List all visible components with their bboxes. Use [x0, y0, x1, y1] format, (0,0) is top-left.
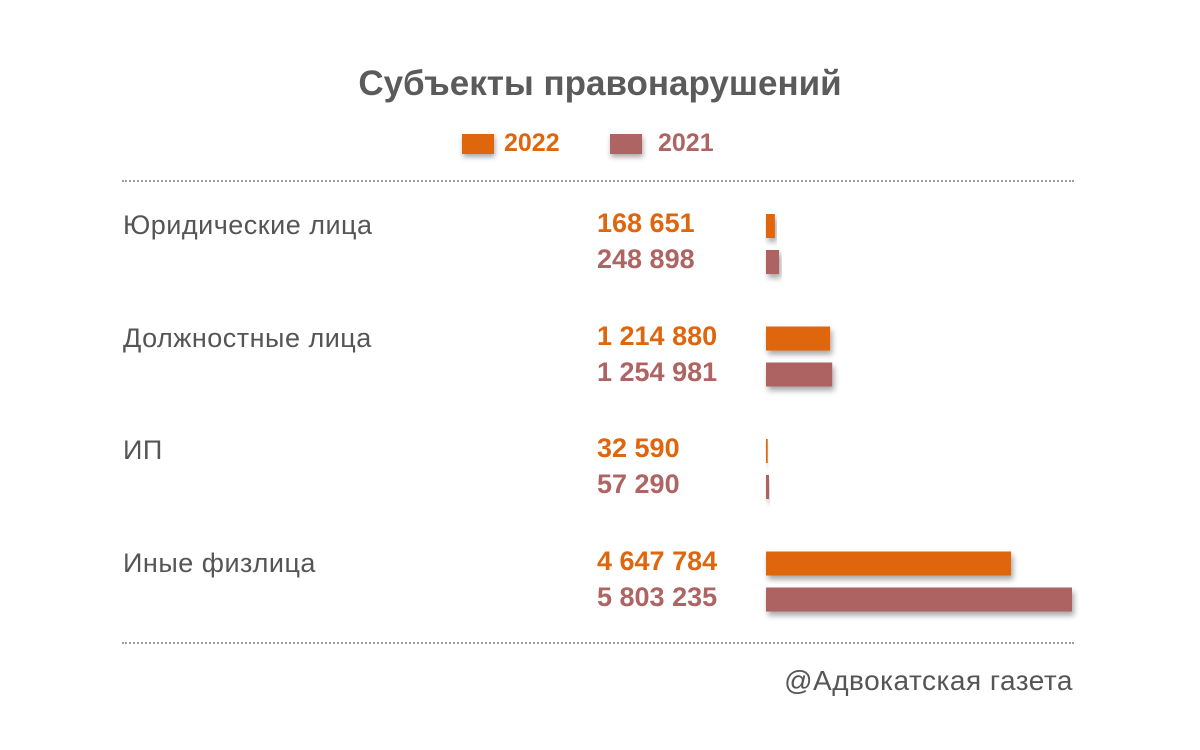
bar-2022	[766, 439, 768, 463]
bar-2022	[766, 551, 1012, 576]
bottom-divider	[122, 642, 1074, 644]
legend: 2022 2021	[0, 126, 1200, 162]
category-label: Должностные лица	[123, 322, 372, 353]
bar-2021	[766, 587, 1072, 612]
data-label-2022: 168 651	[597, 208, 695, 238]
data-label-2022: 1 214 880	[597, 320, 718, 351]
legend-swatch-2022	[462, 134, 494, 154]
data-label-2021: 248 898	[597, 244, 695, 274]
data-label-2021: 1 254 981	[597, 356, 718, 387]
bar-2021	[766, 250, 780, 274]
bar-2021	[766, 475, 769, 499]
data-label-2022: 4 647 784	[597, 545, 718, 576]
legend-label-2022: 2022	[504, 129, 560, 157]
legend-swatch-2021	[610, 134, 642, 154]
category-label: Юридические лица	[123, 210, 373, 240]
bar-2022	[766, 214, 775, 238]
data-label-2021: 57 290	[597, 469, 680, 499]
top-divider	[122, 180, 1074, 182]
data-label-2021: 5 803 235	[597, 581, 718, 612]
category-label: Иные физлица	[123, 547, 316, 578]
data-label-2022: 32 590	[597, 433, 680, 463]
bar-2022	[766, 326, 831, 351]
chart-title: Субъекты правонарушений	[358, 64, 842, 103]
category-label: ИП	[123, 435, 163, 465]
source-credit: @Адвокатская газета	[784, 665, 1073, 696]
legend-label-2021: 2021	[658, 129, 714, 157]
bar-2021	[766, 362, 833, 387]
